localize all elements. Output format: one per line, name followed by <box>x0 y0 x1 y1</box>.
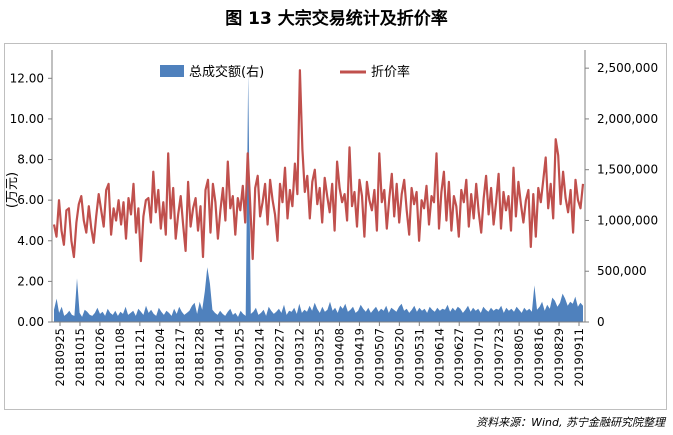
x-tick-label: 20190520 <box>392 328 406 387</box>
right-tick-label: 1,000,000 <box>597 213 658 227</box>
legend-label-line: 折价率 <box>371 64 410 80</box>
x-tick-label: 20190214 <box>253 328 267 387</box>
x-tick-label: 20190312 <box>293 328 307 387</box>
x-tick-label: 20181121 <box>133 328 147 387</box>
x-tick-label: 20190531 <box>412 328 426 387</box>
x-tick-label: 20190408 <box>332 328 346 387</box>
left-tick-label: 0.00 <box>17 315 44 329</box>
left-tick-label: 6.00 <box>17 193 44 207</box>
x-tick-label: 20181026 <box>93 328 107 387</box>
left-tick-label: 2.00 <box>17 274 44 288</box>
right-tick-label: 1,500,000 <box>597 163 658 177</box>
x-tick-label: 20180925 <box>53 328 67 387</box>
x-tick-label: 20190710 <box>472 328 486 387</box>
x-tick-label: 20190723 <box>492 328 506 387</box>
x-tick-label: 20190911 <box>572 328 586 387</box>
right-tick-label: 500,000 <box>597 264 647 278</box>
x-tick-label: 20181015 <box>73 328 87 387</box>
x-tick-label: 20190325 <box>313 328 327 387</box>
legend-swatch-area <box>160 65 184 77</box>
x-tick-label: 20181228 <box>193 328 207 387</box>
x-tick-label: 20181217 <box>173 328 187 387</box>
right-tick-label: 0 <box>597 315 605 329</box>
x-tick-label: 20190114 <box>213 328 227 387</box>
left-tick-label: 10.00 <box>10 112 44 126</box>
chart-title: 图 13 大宗交易统计及折价率 <box>225 9 448 29</box>
x-tick-label: 20190227 <box>273 328 287 387</box>
legend-label-area: 总成交额(右) <box>189 64 264 80</box>
source-note: 资料来源：Wind, 苏宁金融研究院整理 <box>476 416 665 429</box>
axes: 0.00 2.00 4.00 6.00 8.00 10.00 12.00 0 500,000 1,… <box>5 50 658 387</box>
x-tick-label: 20181204 <box>153 328 167 387</box>
right-tick-label: 2,500,000 <box>597 61 658 75</box>
x-tick-label: 20190614 <box>432 328 446 387</box>
left-tick-label: 12.00 <box>10 71 44 85</box>
left-axis-title: (万元) <box>5 172 20 208</box>
x-tick-label: 20190419 <box>352 328 366 387</box>
x-tick-label: 20190125 <box>233 328 247 387</box>
x-tick-label: 20190816 <box>532 328 546 387</box>
x-tick-label: 20190507 <box>372 328 386 387</box>
chart-frame <box>4 43 667 410</box>
legend: 总成交额(右) 折价率 <box>160 64 410 80</box>
x-tick-label: 20190829 <box>552 328 566 387</box>
x-tick-label: 20190805 <box>512 328 526 387</box>
right-tick-label: 2,000,000 <box>597 112 658 126</box>
line-discount-rate <box>52 69 585 263</box>
left-tick-label: 8.00 <box>17 153 44 167</box>
line-series-layer <box>52 69 585 263</box>
x-tick-label: 20190627 <box>452 328 466 387</box>
left-tick-label: 4.00 <box>17 234 44 248</box>
x-tick-label: 20181108 <box>113 328 127 387</box>
